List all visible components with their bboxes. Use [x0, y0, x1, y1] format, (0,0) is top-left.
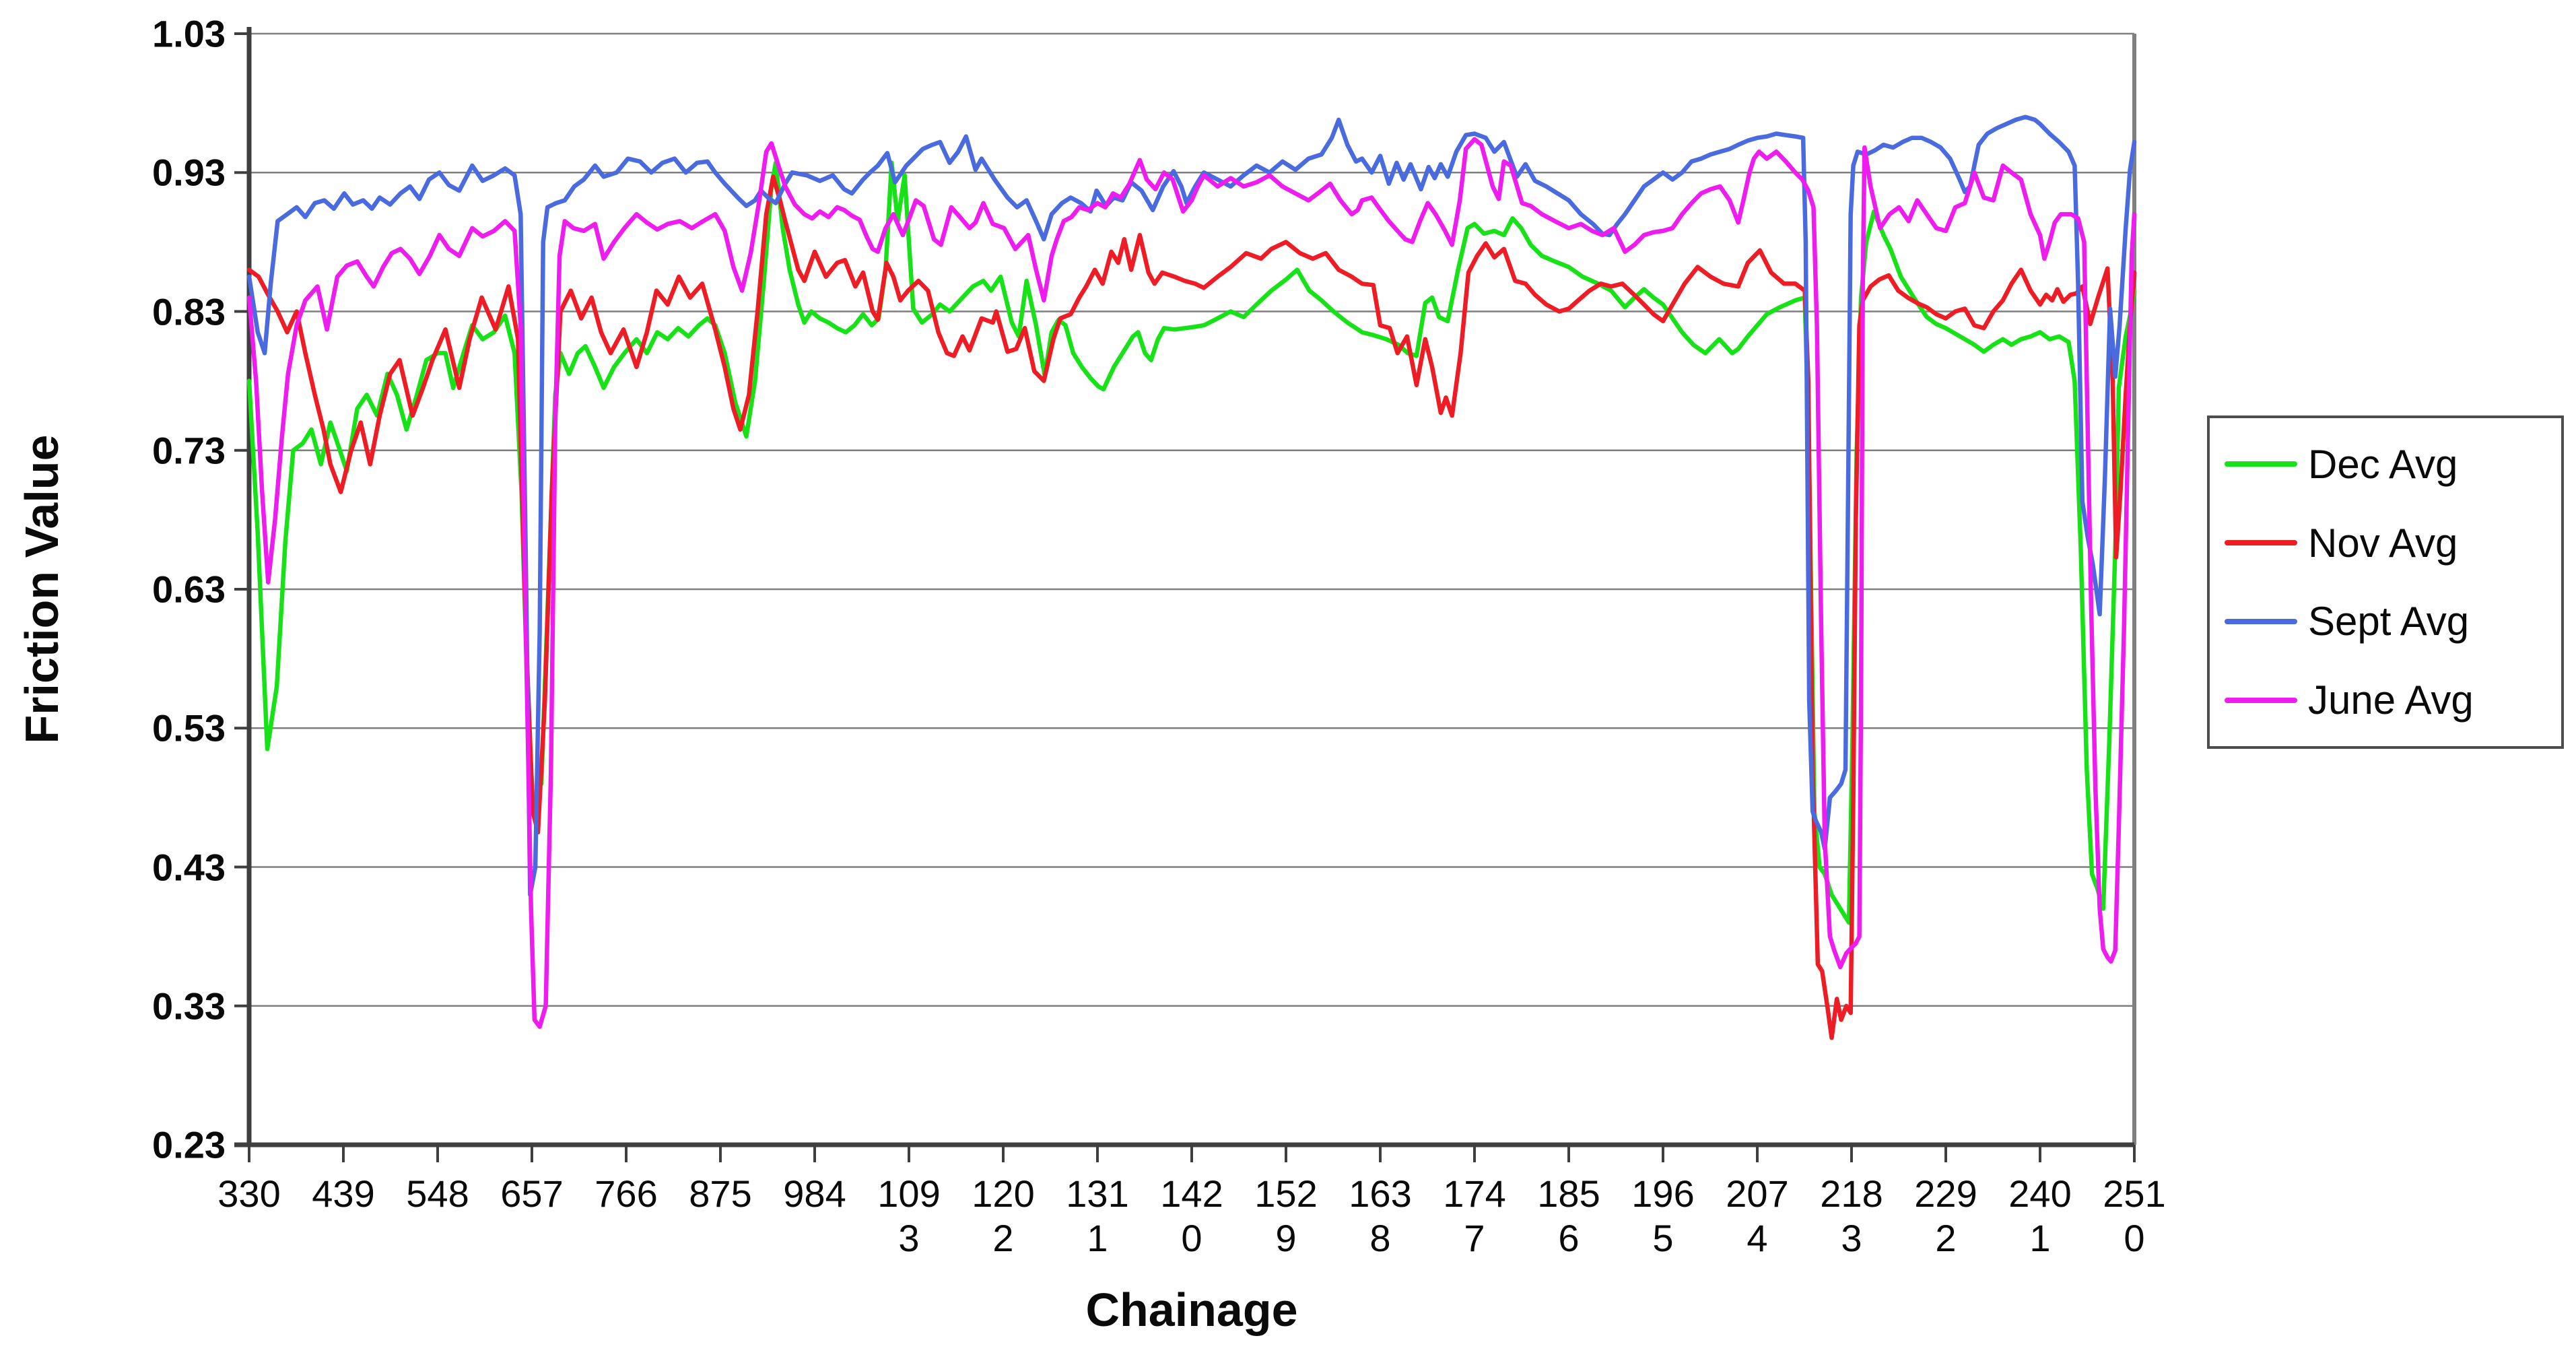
legend-line-swatch — [2225, 618, 2297, 624]
legend-item-june-avg: June Avg — [2210, 677, 2561, 723]
y-tick-label: 0.53 — [152, 706, 226, 750]
x-tick-label: 120 2 — [972, 1172, 1035, 1259]
x-tick-label: 548 — [406, 1172, 469, 1215]
y-axis-title: Friction Value — [15, 434, 68, 744]
legend-label: Sept Avg — [2308, 599, 2470, 644]
y-tick-label: 0.83 — [152, 290, 226, 333]
legend-label: June Avg — [2308, 677, 2474, 723]
y-tick-label: 0.73 — [152, 429, 226, 472]
x-tick-label: 766 — [595, 1172, 658, 1215]
y-tick-label: 0.63 — [152, 568, 226, 611]
x-tick-label: 657 — [500, 1172, 564, 1215]
x-tick-label: 196 5 — [1631, 1172, 1695, 1259]
legend-line-swatch — [2225, 697, 2297, 703]
legend-line-swatch — [2225, 540, 2297, 546]
x-tick-label: 439 — [312, 1172, 375, 1215]
x-tick-label: 984 — [783, 1172, 846, 1215]
legend-label: Nov Avg — [2308, 520, 2458, 566]
x-tick-label: 152 9 — [1254, 1172, 1318, 1259]
x-tick-label: 330 — [217, 1172, 281, 1215]
x-tick-label: 229 2 — [1914, 1172, 1977, 1259]
legend-item-nov-avg: Nov Avg — [2210, 520, 2561, 566]
legend: Dec Avg Nov Avg Sept Avg June Avg — [2207, 415, 2564, 749]
x-tick-label: 131 1 — [1066, 1172, 1129, 1259]
series-line-sept-avg — [246, 114, 2137, 898]
series-line-nov-avg — [246, 174, 2137, 1040]
y-tick-label: 0.23 — [152, 1123, 226, 1166]
x-tick-label: 251 0 — [2103, 1172, 2166, 1259]
x-tick-label: 142 0 — [1160, 1172, 1223, 1259]
y-tick-label: 0.93 — [152, 151, 226, 194]
x-tick-label: 218 3 — [1820, 1172, 1883, 1259]
y-tick-label: 1.03 — [152, 12, 226, 55]
x-tick-label: 185 6 — [1537, 1172, 1600, 1259]
legend-label: Dec Avg — [2308, 441, 2458, 487]
x-tick-label: 163 8 — [1349, 1172, 1412, 1259]
y-tick-label: 0.33 — [152, 985, 226, 1028]
legend-item-dec-avg: Dec Avg — [2210, 441, 2561, 488]
x-tick-label: 240 1 — [2008, 1172, 2072, 1259]
x-axis-title: Chainage — [1085, 1284, 1298, 1336]
x-tick-label: 875 — [689, 1172, 752, 1215]
y-tick-label: 0.43 — [152, 846, 226, 888]
x-tick-label: 174 7 — [1443, 1172, 1506, 1259]
x-tick-label: 207 4 — [1726, 1172, 1789, 1259]
legend-line-swatch — [2225, 461, 2297, 467]
x-tick-label: 109 3 — [877, 1172, 941, 1259]
series-line-june-avg — [246, 137, 2137, 1029]
legend-item-sept-avg: Sept Avg — [2210, 598, 2561, 644]
